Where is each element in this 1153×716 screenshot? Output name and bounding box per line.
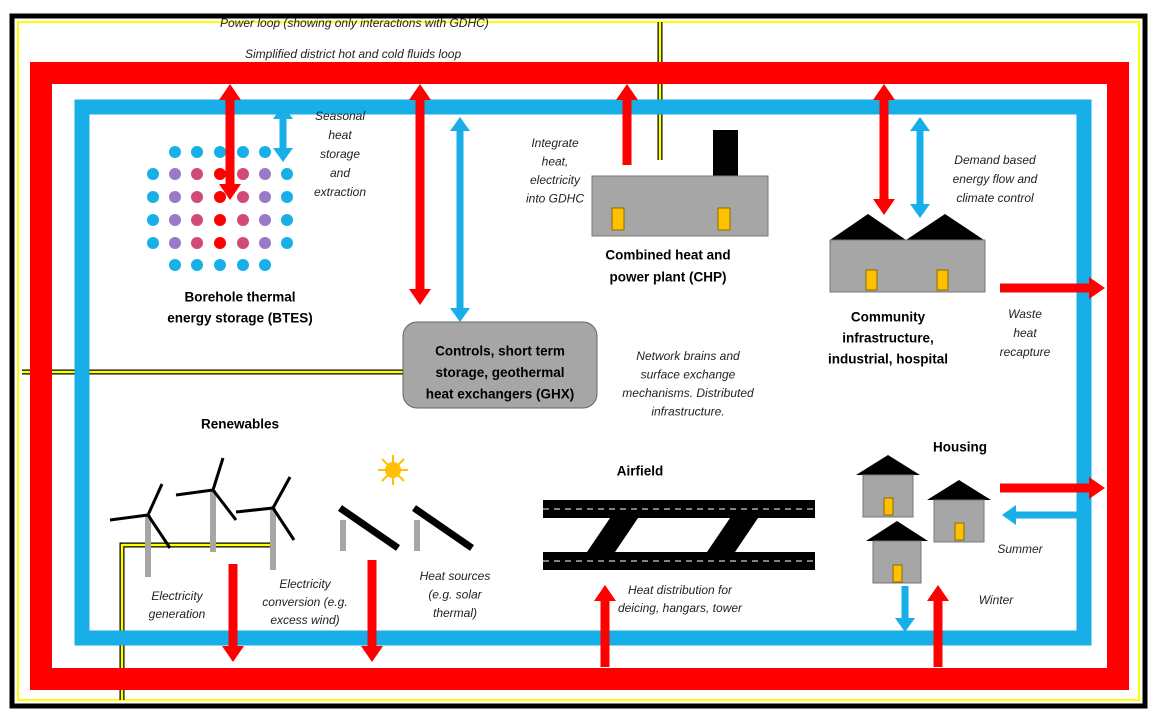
heading: Combined heat and: [605, 248, 730, 263]
borehole: [237, 214, 249, 226]
note: deicing, hangars, tower: [618, 601, 743, 615]
borehole: [259, 237, 271, 249]
note: storage: [320, 147, 360, 161]
borehole: [237, 237, 249, 249]
borehole: [259, 191, 271, 203]
chp-plant: [592, 130, 768, 236]
note: recapture: [1000, 345, 1051, 359]
note: Waste: [1008, 307, 1042, 321]
note: heat: [1013, 326, 1037, 340]
borehole: [214, 191, 226, 203]
note: thermal): [433, 606, 477, 620]
heading: Housing: [933, 440, 987, 455]
borehole: [169, 191, 181, 203]
note: Summer: [997, 542, 1043, 556]
note: heat,: [542, 155, 569, 169]
fluid-loop-label: Simplified district hot and cold fluids …: [245, 47, 461, 61]
borehole: [281, 214, 293, 226]
note: Electricity: [279, 577, 331, 591]
borehole: [191, 168, 203, 180]
note: Seasonal: [315, 109, 365, 123]
heading: power plant (CHP): [610, 270, 727, 285]
houses: [856, 455, 991, 583]
borehole: [281, 191, 293, 203]
heading: storage, geothermal: [435, 365, 564, 380]
note: conversion (e.g.: [262, 595, 347, 609]
heading: Community: [851, 310, 926, 325]
borehole: [259, 259, 271, 271]
note: and: [330, 166, 350, 180]
borehole: [169, 146, 181, 158]
note: Demand based: [954, 153, 1036, 167]
note: electricity: [530, 173, 581, 187]
borehole: [214, 214, 226, 226]
note: excess wind): [270, 613, 339, 627]
note: into GDHC: [526, 192, 584, 206]
borehole: [259, 214, 271, 226]
borehole: [214, 168, 226, 180]
heading: Borehole thermal: [184, 290, 295, 305]
borehole: [191, 237, 203, 249]
note: heat: [328, 128, 352, 142]
borehole: [214, 237, 226, 249]
heading: Airfield: [617, 464, 664, 479]
borehole-field: [147, 146, 293, 271]
borehole: [237, 168, 249, 180]
borehole: [259, 168, 271, 180]
borehole: [237, 259, 249, 271]
note: generation: [149, 607, 206, 621]
note: Electricity: [151, 589, 203, 603]
wind-turbines: [110, 458, 294, 577]
heading: Renewables: [201, 417, 279, 432]
note: extraction: [314, 185, 366, 199]
note: Network brains and: [636, 349, 740, 363]
note: mechanisms. Distributed: [622, 386, 754, 400]
airfield-runways: [543, 500, 815, 570]
heading: heat exchangers (GHX): [426, 387, 575, 402]
note: Winter: [979, 593, 1015, 607]
page: {"title": "Power loop (showing only inte…: [0, 0, 1153, 716]
borehole: [147, 168, 159, 180]
borehole: [237, 146, 249, 158]
note: Heat sources: [420, 569, 491, 583]
borehole: [191, 214, 203, 226]
borehole: [169, 259, 181, 271]
solar-panels: [340, 455, 472, 551]
borehole: [237, 191, 249, 203]
borehole: [281, 237, 293, 249]
note: energy flow and: [953, 172, 1038, 186]
borehole: [259, 146, 271, 158]
borehole: [214, 146, 226, 158]
note: infrastructure.: [651, 405, 724, 419]
diagram: Power loop (showing only interactions wi…: [0, 0, 1153, 716]
note: Heat distribution for: [628, 583, 733, 597]
community-building: [830, 214, 985, 292]
borehole: [281, 168, 293, 180]
borehole: [169, 237, 181, 249]
borehole: [147, 191, 159, 203]
borehole: [191, 191, 203, 203]
borehole: [169, 168, 181, 180]
note: climate control: [956, 191, 1034, 205]
borehole: [147, 237, 159, 249]
note: surface exchange: [641, 368, 736, 382]
heading: infrastructure,: [842, 331, 934, 346]
borehole: [191, 259, 203, 271]
note: (e.g. solar: [428, 588, 482, 602]
heading: energy storage (BTES): [167, 311, 313, 326]
borehole: [147, 214, 159, 226]
borehole: [191, 146, 203, 158]
note: Integrate: [531, 136, 579, 150]
borehole: [169, 214, 181, 226]
power-loop-label: Power loop (showing only interactions wi…: [220, 16, 489, 30]
borehole: [214, 259, 226, 271]
heading: Controls, short term: [435, 344, 565, 359]
heading: industrial, hospital: [828, 352, 948, 367]
